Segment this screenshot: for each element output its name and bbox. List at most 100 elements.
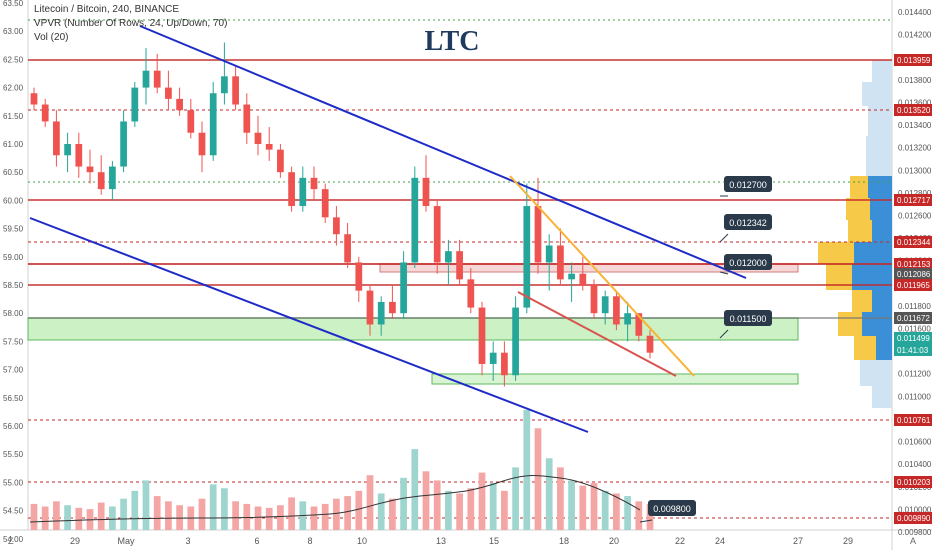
candle-body xyxy=(545,245,553,263)
candle-body xyxy=(53,121,60,156)
candle-body xyxy=(568,273,575,280)
volume-bar xyxy=(489,483,497,530)
left-tick-label: 62.50 xyxy=(3,55,24,64)
volume-bar xyxy=(557,467,564,530)
volume-bar xyxy=(613,493,620,530)
price-tag-label: 0.012344 xyxy=(897,238,931,247)
price-tag-bg xyxy=(894,476,932,488)
left-tick-label: 63.00 xyxy=(3,27,24,36)
volume-bar xyxy=(411,449,419,530)
volume-bar xyxy=(198,498,206,530)
callout-pointer xyxy=(719,233,729,243)
right-tick-label: 0.011800 xyxy=(898,302,931,311)
volume-ma-line xyxy=(29,475,641,523)
volume-bar xyxy=(265,507,273,530)
x-tick-label: 18 xyxy=(559,536,569,546)
vol-label: Vol (20) xyxy=(34,32,68,43)
wedge-upper-line xyxy=(509,175,695,377)
volume-bar xyxy=(333,498,340,530)
volume-bar xyxy=(534,428,542,530)
callout-pointer xyxy=(719,271,729,275)
left-tick-label: 63.50 xyxy=(3,0,24,8)
volume-bar xyxy=(165,501,172,530)
corner-label-a[interactable]: A xyxy=(910,536,916,546)
left-tick-label: 55.00 xyxy=(3,478,24,487)
x-tick-label: 6 xyxy=(254,536,259,546)
volume-bar xyxy=(545,458,553,530)
callout-pointer xyxy=(719,329,729,339)
volume-bar xyxy=(467,488,475,530)
callout-label: 0.011500 xyxy=(730,314,767,324)
left-tick-label: 61.00 xyxy=(3,140,24,149)
candle-body xyxy=(433,206,441,263)
volume-bar xyxy=(254,506,262,530)
volume-bar xyxy=(377,493,385,530)
volume-bar xyxy=(601,490,609,530)
candle-body xyxy=(489,352,497,364)
price-tag-label: 01:41:03 xyxy=(897,346,929,355)
candle-body xyxy=(377,301,385,325)
candle-body xyxy=(310,177,318,190)
lower-trendline xyxy=(29,217,589,433)
price-tag-label: 0.011965 xyxy=(897,281,930,290)
candle-body xyxy=(109,166,116,190)
price-tag-label: 0.011499 xyxy=(897,334,930,343)
vpvr-label: VPVR (Number Of Rows, 24, Up/Down, 70) xyxy=(34,18,227,29)
volume-bar xyxy=(142,480,150,530)
volume-bar xyxy=(75,507,83,530)
candle-body xyxy=(344,234,351,263)
volume-bar xyxy=(355,490,363,530)
candle-body xyxy=(198,132,206,156)
candle-body xyxy=(131,87,139,122)
callout-box xyxy=(724,214,772,230)
price-tag-label: 0.013520 xyxy=(897,106,931,115)
price-tag-bg xyxy=(894,268,932,280)
price-tag-label: 0.009890 xyxy=(897,514,931,523)
vpvr-histogram xyxy=(818,60,892,408)
callout-box xyxy=(724,176,772,192)
price-tag-bg xyxy=(894,258,932,270)
price-tag-label: 0.011672 xyxy=(897,314,930,323)
lower-support-zone xyxy=(431,373,799,385)
volume-bar xyxy=(635,501,643,530)
candle-body xyxy=(355,262,363,291)
right-tick-label: 0.014200 xyxy=(898,31,932,40)
candle-body xyxy=(613,296,620,325)
price-tag-label: 0.010203 xyxy=(897,478,931,487)
volume-bar xyxy=(456,493,463,530)
price-tag-bg xyxy=(894,512,932,524)
x-tick-label: 13 xyxy=(436,536,446,546)
left-tick-label: 56.00 xyxy=(3,422,24,431)
volume-bars xyxy=(30,410,654,530)
volume-bar xyxy=(523,410,531,530)
right-tick-label: 0.011600 xyxy=(898,325,931,334)
right-tick-label: 0.011000 xyxy=(898,392,931,401)
volume-bar xyxy=(321,503,329,530)
price-tag-bg xyxy=(894,279,932,291)
candle-body xyxy=(534,206,542,263)
right-tick-label: 0.010400 xyxy=(898,460,932,469)
callout-label: 0.012700 xyxy=(729,180,767,190)
candle-body xyxy=(467,279,475,308)
price-tag-label: 0.010761 xyxy=(897,416,931,425)
candle-body xyxy=(366,290,374,325)
callout-box xyxy=(648,500,696,516)
volume-bar xyxy=(478,472,486,530)
volume-bar xyxy=(310,506,318,530)
volume-bar xyxy=(64,505,71,530)
support-zone xyxy=(27,317,799,341)
x-axis-ticks: 29 May 3 6 8 10 13 15 18 20 22 24 27 29 xyxy=(70,536,853,546)
volume-bar xyxy=(366,475,374,530)
price-tag-bg xyxy=(894,332,932,344)
volume-bar xyxy=(624,496,631,530)
corner-label-z[interactable]: Z xyxy=(8,536,14,546)
candles xyxy=(30,42,654,387)
callout-label: 0.012342 xyxy=(729,218,767,228)
candle-body xyxy=(176,98,183,111)
right-tick-label: 0.011200 xyxy=(898,370,931,379)
candle-body xyxy=(165,87,172,99)
candle-body xyxy=(523,206,531,308)
volume-bar xyxy=(501,490,508,530)
